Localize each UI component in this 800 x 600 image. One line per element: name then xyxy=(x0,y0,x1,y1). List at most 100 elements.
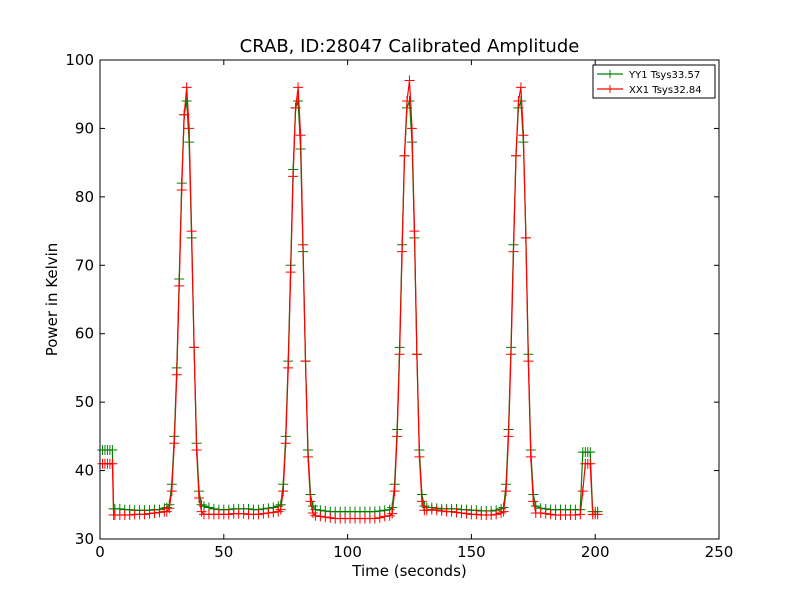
data-point xyxy=(545,509,556,520)
data-point xyxy=(409,226,420,237)
data-point xyxy=(379,511,390,522)
data-point xyxy=(506,349,517,360)
data-point xyxy=(406,123,417,134)
y-tick-label: 30 xyxy=(75,530,94,548)
data-point xyxy=(575,509,586,520)
y-axis-title: Power in Kelvin xyxy=(43,243,61,357)
x-tick-label: 250 xyxy=(705,543,734,561)
data-point xyxy=(404,75,415,86)
data-point xyxy=(107,445,118,456)
legend-marker xyxy=(606,85,614,93)
y-tick-label: 100 xyxy=(65,51,94,69)
data-point xyxy=(421,505,432,516)
data-point xyxy=(295,130,306,141)
data-point xyxy=(194,492,205,503)
data-point xyxy=(263,507,274,518)
data-point xyxy=(394,349,405,360)
data-point xyxy=(293,82,304,93)
data-point xyxy=(184,123,195,134)
y-tick-label: 70 xyxy=(75,256,94,274)
data-point xyxy=(471,509,482,520)
data-point xyxy=(107,458,118,469)
chart-title: CRAB, ID:28047 Calibrated Amplitude xyxy=(240,36,580,57)
y-tick-label: 90 xyxy=(75,119,94,137)
data-point xyxy=(503,431,514,442)
data-point xyxy=(496,507,507,518)
data-point xyxy=(369,513,380,524)
data-point xyxy=(456,507,467,518)
data-point xyxy=(585,447,596,458)
data-point xyxy=(570,510,581,521)
data-point xyxy=(166,486,177,497)
data-point xyxy=(426,504,437,515)
data-point xyxy=(515,82,526,93)
data-point xyxy=(374,512,385,523)
data-point xyxy=(461,508,472,519)
data-point xyxy=(268,507,279,518)
data-point xyxy=(402,96,413,107)
data-point xyxy=(285,267,296,278)
data-point xyxy=(384,510,395,521)
data-point xyxy=(283,362,294,373)
data-point xyxy=(416,496,427,507)
x-tick-label: 100 xyxy=(333,543,362,561)
data-point xyxy=(399,150,410,161)
legend-label: YY1 Tsys33.57 xyxy=(628,70,700,81)
data-point xyxy=(169,438,180,449)
data-point xyxy=(139,509,150,520)
y-tick-label: 80 xyxy=(75,188,94,206)
legend-label: XX1 Tsys32.84 xyxy=(629,85,702,96)
data-point xyxy=(486,510,497,521)
data-point xyxy=(523,356,534,367)
x-tick-label: 50 xyxy=(214,543,233,561)
data-point xyxy=(273,506,284,517)
x-tick-label: 0 xyxy=(95,543,105,561)
data-point xyxy=(585,458,596,469)
data-point xyxy=(508,246,519,257)
data-point xyxy=(258,508,269,519)
data-point xyxy=(436,505,447,516)
data-point xyxy=(431,505,442,516)
data-point xyxy=(592,509,603,520)
y-tick-label: 40 xyxy=(75,462,94,480)
data-point xyxy=(124,510,135,521)
legend: YY1 Tsys33.57 XX1 Tsys32.84 xyxy=(592,64,716,99)
data-point xyxy=(491,509,502,520)
data-point xyxy=(196,506,207,517)
data-point xyxy=(451,507,462,518)
data-point xyxy=(171,369,182,380)
data-point xyxy=(414,451,425,462)
data-point xyxy=(149,507,160,518)
data-point xyxy=(290,102,301,113)
data-point xyxy=(320,512,331,523)
data-point xyxy=(191,445,202,456)
x-tick-label: 200 xyxy=(581,543,610,561)
legend-box xyxy=(592,64,716,99)
data-point xyxy=(179,109,190,120)
data-point xyxy=(275,504,286,515)
data-point xyxy=(181,82,192,93)
data-point xyxy=(577,486,588,497)
x-tick-label: 150 xyxy=(457,543,486,561)
data-point xyxy=(305,496,316,507)
data-point xyxy=(307,507,318,518)
series-1 xyxy=(97,75,603,524)
data-point xyxy=(510,150,521,161)
data-point xyxy=(310,510,321,521)
x-axis-title: Time (seconds) xyxy=(351,562,467,580)
data-point xyxy=(181,96,192,107)
data-point xyxy=(298,239,309,250)
data-point xyxy=(389,486,400,497)
data-point xyxy=(397,246,408,257)
data-point xyxy=(288,171,299,182)
data-point xyxy=(518,130,529,141)
data-point xyxy=(446,506,457,517)
data-point xyxy=(325,512,336,523)
data-point xyxy=(315,511,326,522)
data-point xyxy=(186,226,197,237)
plot-area xyxy=(100,60,719,539)
data-point xyxy=(144,508,155,519)
data-point xyxy=(411,349,422,360)
data-point xyxy=(164,503,175,514)
